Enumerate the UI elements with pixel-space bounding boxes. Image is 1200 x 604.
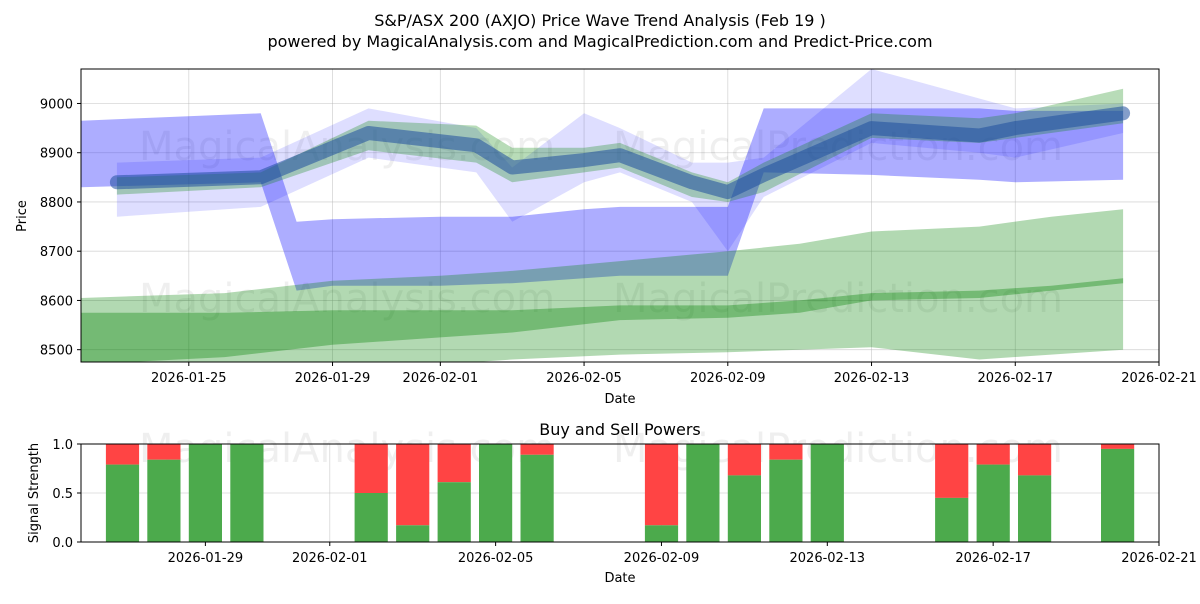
buy-power-bar (437, 482, 471, 542)
sell-power-bar (1018, 444, 1052, 476)
sell-power-bar (769, 444, 803, 460)
sell-power-bar (520, 444, 554, 455)
buy-power-bar (479, 444, 513, 542)
signal-y-tick-label: 1.0 (52, 438, 73, 453)
buy-power-bar (147, 459, 181, 542)
buy-power-bar (976, 464, 1010, 542)
price-x-tick-label: 2026-02-17 (977, 371, 1053, 386)
buy-power-bar (354, 493, 388, 542)
sell-power-bar (727, 444, 761, 476)
watermark-left-lower: MagicalAnalysis.com (139, 276, 555, 322)
price-trend (109, 106, 1131, 200)
chart-title: S&P/ASX 200 (AXJO) Price Wave Trend Anal… (374, 11, 826, 30)
buy-power-bar (769, 459, 803, 542)
sell-power-bar (147, 444, 181, 460)
price-axes-frame (80, 68, 1160, 363)
sell-power-bar (1101, 444, 1135, 449)
sell-power-bar (354, 444, 388, 493)
buy-power-bar (230, 444, 264, 542)
buy-power-bar (727, 475, 761, 542)
sell-power-bar (437, 444, 471, 483)
watermark-right-lower: MagicalPrediction.com (613, 276, 1063, 322)
signal-y-tick-label: 0.0 (52, 536, 73, 551)
buy-power-bar (810, 444, 844, 542)
signal-x-axis-label: Date (604, 571, 635, 586)
price-y-tick-label: 8500 (40, 344, 73, 359)
buy-power-bar (396, 525, 430, 542)
wave-band-long-term-blue-wave (81, 108, 1124, 291)
price-y-tick-label: 8900 (40, 147, 73, 162)
price-y-tick-label: 9000 (40, 97, 73, 112)
wave-band-mid-term-green-wave (81, 278, 1124, 362)
signal-x-tick-label: 2026-02-05 (458, 551, 534, 566)
signal-panel-title: Buy and Sell Powers (539, 420, 701, 439)
signal-x-ticks: 2026-01-29 2026-02-01 2026-02-05 2026-02-09… (168, 542, 1197, 566)
price-x-tick-label: 2026-01-29 (295, 371, 371, 386)
signal-panel: Buy and Sell Powers MagicalAnalysis.com … (27, 420, 1197, 586)
buy-power-bar (188, 444, 222, 542)
price-x-tick-label: 2026-02-13 (834, 371, 910, 386)
signal-y-axis-label: Signal Strength (27, 443, 42, 543)
buy-power-bar (686, 444, 720, 542)
buy-power-bar (1101, 448, 1135, 542)
signal-x-tick-label: 2026-01-29 (168, 551, 244, 566)
price-x-ticks: 2026-01-25 2026-01-29 2026-02-01 2026-02-05… (151, 362, 1197, 386)
signal-y-ticks: 0.0 0.5 1.0 (52, 438, 81, 551)
sell-power-bar (935, 444, 969, 498)
wave-band-short-term-green-wave (116, 88, 1124, 202)
signal-x-tick-label: 2026-02-21 (1121, 551, 1197, 566)
signal-x-tick-label: 2026-02-17 (955, 551, 1031, 566)
buy-power-bar (1018, 475, 1052, 542)
price-y-ticks: 8500 8600 8700 8800 8900 9000 (40, 97, 81, 359)
signal-y-tick-label: 0.5 (52, 487, 73, 502)
price-x-tick-label: 2026-02-05 (546, 371, 622, 386)
signal-bars (105, 444, 1135, 542)
signal-x-tick-label: 2026-02-09 (624, 551, 700, 566)
price-x-tick-label: 2026-02-01 (403, 371, 479, 386)
price-x-tick-label: 2026-01-25 (151, 371, 227, 386)
buy-power-bar (935, 497, 969, 542)
price-x-tick-label: 2026-02-09 (690, 371, 766, 386)
sell-power-bar (976, 444, 1010, 465)
buy-power-bar (644, 525, 679, 542)
wave-band-long-term-green-wave (81, 209, 1124, 362)
price-x-tick-label: 2026-02-21 (1121, 371, 1197, 386)
price-y-axis-label: Price (15, 200, 30, 232)
price-y-tick-label: 8700 (40, 245, 73, 260)
buy-power-bar (105, 464, 140, 542)
price-panel: MagicalAnalysis.com MagicalPrediction.co… (15, 68, 1197, 407)
sell-power-bar (396, 444, 430, 526)
price-trend-line (109, 106, 1131, 200)
signal-x-tick-label: 2026-02-13 (790, 551, 866, 566)
sell-power-bar (644, 444, 679, 526)
buy-power-bar (520, 454, 554, 542)
chart-subtitle: powered by MagicalAnalysis.com and Magic… (267, 32, 932, 51)
price-x-axis-label: Date (604, 392, 635, 407)
sell-power-bar (105, 444, 140, 465)
price-y-tick-label: 8600 (40, 294, 73, 309)
price-y-tick-label: 8800 (40, 196, 73, 211)
signal-x-tick-label: 2026-02-01 (292, 551, 368, 566)
